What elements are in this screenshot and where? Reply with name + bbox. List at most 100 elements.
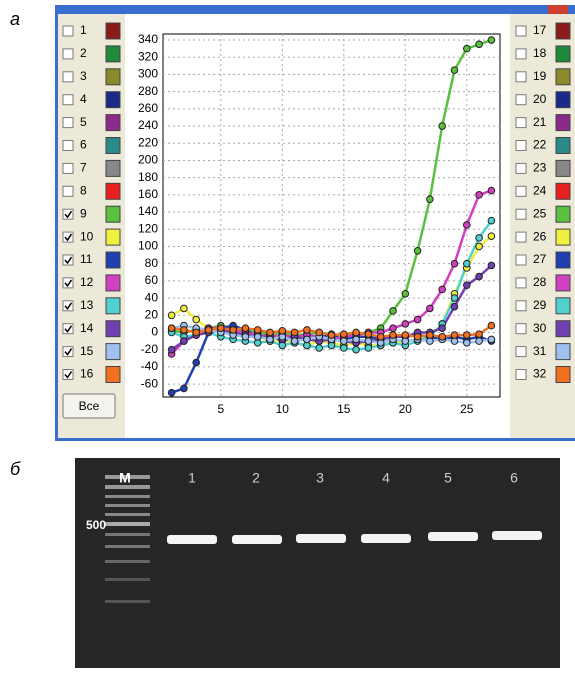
- legend-swatch: [106, 69, 120, 85]
- checkbox[interactable]: [63, 95, 73, 105]
- data-point: [402, 332, 409, 339]
- data-point: [168, 346, 175, 353]
- legend-label: 14: [80, 321, 94, 335]
- checkbox[interactable]: [63, 186, 73, 196]
- y-tick-label: 100: [138, 239, 158, 253]
- checkbox[interactable]: [516, 347, 526, 357]
- checkbox[interactable]: [63, 163, 73, 173]
- checkbox[interactable]: [516, 324, 526, 334]
- y-tick-label: 80: [145, 256, 159, 270]
- checkbox[interactable]: [516, 72, 526, 82]
- data-point: [168, 312, 175, 319]
- panel-label: б: [10, 459, 21, 479]
- data-point: [304, 327, 311, 334]
- checkbox[interactable]: [63, 72, 73, 82]
- legend-swatch: [556, 69, 570, 85]
- legend-label: 18: [533, 46, 547, 60]
- legend-label: 3: [80, 69, 87, 83]
- legend-label: 8: [80, 183, 87, 197]
- data-point: [340, 331, 347, 338]
- checkbox[interactable]: [63, 141, 73, 151]
- y-tick-label: 200: [138, 153, 158, 167]
- figure: а б Все 500 -60-40-200204060801001201401…: [0, 0, 575, 670]
- data-point: [181, 305, 188, 312]
- y-tick-label: 320: [138, 49, 158, 63]
- y-tick-label: 280: [138, 84, 158, 98]
- checkbox[interactable]: [516, 255, 526, 265]
- checkbox[interactable]: [516, 141, 526, 151]
- data-point: [476, 338, 483, 345]
- data-point: [390, 308, 397, 315]
- data-point: [365, 338, 372, 345]
- legend-label: 24: [533, 183, 547, 197]
- checkbox[interactable]: [516, 370, 526, 380]
- checkbox[interactable]: [516, 209, 526, 219]
- data-point: [451, 260, 458, 267]
- lane-label: M: [119, 470, 131, 486]
- data-point: [402, 321, 409, 328]
- legend-swatch: [556, 115, 570, 131]
- legend-swatch: [556, 252, 570, 268]
- legend-swatch: [106, 252, 120, 268]
- legend-label: 28: [533, 275, 547, 289]
- button-label[interactable]: Все: [79, 399, 100, 413]
- legend-label: 13: [80, 298, 94, 312]
- legend-swatch: [106, 92, 120, 108]
- y-tick-label: -40: [141, 359, 159, 373]
- legend-swatch: [556, 183, 570, 199]
- data-point: [254, 327, 261, 334]
- x-tick-label: 20: [399, 402, 413, 416]
- data-point: [242, 333, 249, 340]
- legend-swatch: [556, 92, 570, 108]
- data-point: [463, 340, 470, 347]
- legend-swatch: [106, 344, 120, 360]
- data-point: [488, 336, 495, 343]
- data-point: [230, 327, 237, 334]
- data-point: [488, 217, 495, 224]
- checkbox[interactable]: [516, 49, 526, 59]
- legend-label: 6: [80, 138, 87, 152]
- y-tick-label: 180: [138, 170, 158, 184]
- checkbox[interactable]: [516, 232, 526, 242]
- y-tick-label: 260: [138, 101, 158, 115]
- checkbox[interactable]: [63, 118, 73, 128]
- legend-label: 23: [533, 161, 547, 175]
- checkbox[interactable]: [516, 163, 526, 173]
- data-point: [181, 385, 188, 392]
- checkbox[interactable]: [516, 278, 526, 288]
- data-point: [193, 329, 200, 336]
- data-point: [291, 329, 298, 336]
- data-point: [205, 327, 212, 334]
- checkbox[interactable]: [516, 95, 526, 105]
- checkbox[interactable]: [516, 186, 526, 196]
- legend-label: 20: [533, 92, 547, 106]
- data-point: [439, 286, 446, 293]
- data-point: [414, 333, 421, 340]
- legend-swatch: [556, 344, 570, 360]
- legend-label: 4: [80, 92, 87, 106]
- checkbox[interactable]: [516, 26, 526, 36]
- legend-label: 9: [80, 206, 87, 220]
- legend-label: 10: [80, 229, 94, 243]
- checkbox[interactable]: [516, 118, 526, 128]
- legend-swatch: [556, 206, 570, 222]
- marker-label: 500: [86, 518, 106, 532]
- x-tick-label: 25: [460, 402, 474, 416]
- close-button[interactable]: [548, 5, 568, 14]
- checkbox[interactable]: [516, 301, 526, 311]
- data-point: [193, 316, 200, 323]
- data-point: [365, 331, 372, 338]
- data-point: [488, 37, 495, 44]
- legend-swatch: [106, 229, 120, 245]
- data-point: [218, 325, 225, 332]
- legend-swatch: [106, 115, 120, 131]
- data-point: [439, 325, 446, 332]
- legend-label: 26: [533, 229, 547, 243]
- legend-label: 2: [80, 46, 87, 60]
- checkbox[interactable]: [63, 49, 73, 59]
- checkbox[interactable]: [63, 26, 73, 36]
- legend-label: 30: [533, 321, 547, 335]
- legend-swatch: [106, 23, 120, 39]
- lane-label: 1: [188, 470, 196, 486]
- legend-label: 32: [533, 367, 547, 381]
